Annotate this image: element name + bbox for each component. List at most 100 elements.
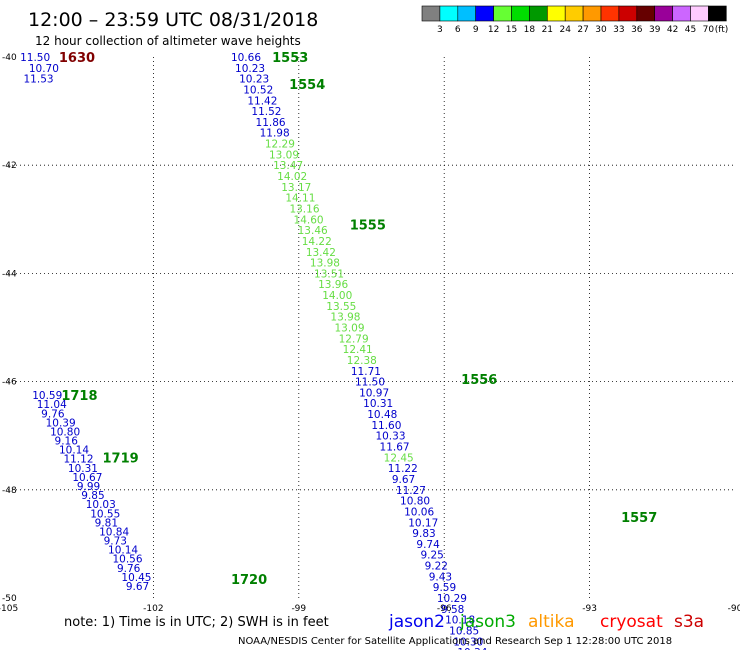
swh-value: 10.59 bbox=[32, 390, 62, 402]
swh-value: 14.11 bbox=[285, 193, 315, 205]
swh-value: 13.98 bbox=[310, 258, 340, 270]
swh-value: 9.43 bbox=[429, 571, 452, 583]
legend-label: 45 bbox=[685, 25, 696, 35]
legend-label: 3 bbox=[437, 25, 443, 35]
swh-value: 9.58 bbox=[441, 604, 464, 616]
legend-swatch bbox=[457, 5, 476, 22]
x-tick-label: -96 bbox=[437, 604, 452, 614]
swh-value: 13.17 bbox=[281, 182, 311, 194]
chart-subtitle: 12 hour collection of altimeter wave hei… bbox=[35, 34, 301, 48]
swh-value: 13.09 bbox=[334, 323, 364, 335]
time-label: 1720 bbox=[231, 573, 267, 588]
y-tick-label: -44 bbox=[2, 269, 17, 279]
time-label: 1630 bbox=[59, 51, 95, 66]
legend-label: 6 bbox=[455, 25, 461, 35]
color-legend: 3 6 9 12 15 18 21 24 27 30 33 36 39 42 45 70 (ft) bbox=[421, 5, 728, 35]
satellite-legend: jason2 jason3 altika cryosat s3a bbox=[388, 612, 704, 632]
y-tick-label: -46 bbox=[2, 378, 17, 388]
swh-value: 13.09 bbox=[269, 149, 299, 161]
legend-swatch bbox=[564, 5, 584, 22]
y-tick-label: -42 bbox=[2, 161, 17, 171]
legend-label: 21 bbox=[542, 25, 553, 35]
swh-value: 10.03 bbox=[86, 499, 116, 511]
swh-value: 10.66 bbox=[231, 52, 261, 64]
legend-label: 9 bbox=[473, 25, 479, 35]
swh-value: 10.23 bbox=[239, 74, 269, 86]
swh-value: 10.55 bbox=[90, 508, 120, 520]
legend-swatch bbox=[439, 5, 459, 22]
legend-swatch bbox=[421, 5, 441, 22]
swh-value: 13.46 bbox=[298, 225, 328, 237]
swh-value: 10.18 bbox=[445, 615, 475, 627]
chart-title: 12:00 – 23:59 UTC 08/31/2018 bbox=[28, 9, 318, 31]
satellite-label: jason2 bbox=[388, 612, 445, 632]
swh-value: 10.17 bbox=[408, 517, 438, 529]
swh-value: 13.16 bbox=[289, 203, 319, 215]
swh-value: 14.22 bbox=[302, 236, 332, 248]
legend-swatch bbox=[582, 5, 602, 22]
time-label: 1554 bbox=[289, 78, 325, 93]
swh-value: 9.76 bbox=[117, 563, 141, 575]
swh-value: 11.50 bbox=[20, 52, 50, 64]
time-label: 1555 bbox=[350, 219, 386, 234]
swh-value: 11.50 bbox=[355, 377, 385, 389]
x-tick-label: -90 bbox=[728, 604, 740, 614]
swh-value: 12.41 bbox=[343, 344, 373, 356]
legend-swatch bbox=[618, 5, 638, 22]
swh-value: 10.06 bbox=[404, 506, 434, 518]
swh-value: 10.67 bbox=[72, 472, 102, 484]
track-1718-1720: 10.5911.049.7610.3910.809.1610.1411.1210… bbox=[32, 390, 151, 593]
legend-swatch bbox=[529, 5, 548, 22]
time-labels: 1630 1553 1554 1555 1556 1557 1718 1719 1720 bbox=[59, 51, 657, 588]
swh-value: 10.31 bbox=[363, 398, 393, 410]
legend-swatch bbox=[654, 5, 673, 22]
swh-value: 10.23 bbox=[235, 63, 265, 75]
legend-swatch bbox=[600, 5, 620, 22]
swh-value: 11.42 bbox=[247, 95, 277, 107]
y-tick-label: -48 bbox=[2, 486, 17, 496]
swh-value: 11.60 bbox=[371, 420, 401, 432]
satellite-label: jason3 bbox=[459, 612, 516, 632]
swh-value: 11.22 bbox=[388, 463, 418, 475]
swh-value: 10.56 bbox=[112, 554, 142, 566]
legend-label: 33 bbox=[613, 25, 624, 35]
swh-value: 13.51 bbox=[314, 268, 344, 280]
swh-value: 9.22 bbox=[425, 561, 448, 573]
swh-value: 14.60 bbox=[294, 214, 324, 226]
x-tick-label: -102 bbox=[143, 604, 163, 614]
swh-value: 11.12 bbox=[63, 454, 93, 466]
legend-label: 39 bbox=[649, 25, 661, 35]
footer-note: note: 1) Time is in UTC; 2) SWH is in fe… bbox=[64, 615, 329, 630]
legend-label: 18 bbox=[524, 25, 536, 35]
swh-value: 9.25 bbox=[420, 550, 443, 562]
swh-value: 10.30 bbox=[453, 636, 483, 648]
time-label: 1718 bbox=[61, 389, 97, 404]
legend-label: 30 bbox=[595, 25, 607, 35]
swh-value: 9.81 bbox=[95, 517, 118, 529]
swh-value: 10.14 bbox=[108, 545, 138, 557]
swh-value: 10.48 bbox=[367, 409, 397, 421]
swh-value: 14.02 bbox=[277, 171, 307, 183]
swh-value: 9.76 bbox=[41, 408, 65, 420]
legend-label: 12 bbox=[488, 25, 499, 35]
legend-swatch bbox=[708, 5, 727, 22]
track-1554-1556: 12.2913.0913.4714.0213.1714.1113.1614.60… bbox=[265, 139, 488, 650]
swh-value: 9.67 bbox=[392, 474, 415, 486]
swh-value: 11.52 bbox=[251, 106, 281, 118]
swh-value: 9.73 bbox=[104, 536, 127, 548]
swh-value: 13.55 bbox=[326, 301, 356, 313]
legend-swatch bbox=[636, 5, 655, 22]
swh-value: 9.16 bbox=[55, 436, 79, 448]
swh-value: 12.45 bbox=[384, 452, 414, 464]
swh-value: 12.29 bbox=[265, 139, 295, 151]
legend-swatch bbox=[493, 5, 512, 22]
swh-value: 10.34 bbox=[457, 647, 487, 650]
swh-value: 13.96 bbox=[318, 279, 348, 291]
swh-value: 10.80 bbox=[50, 426, 80, 438]
time-label: 1556 bbox=[461, 373, 497, 388]
axis-ticks: -105 -102 -99 -96 -93 -90 -40 -42 -44 -46 -48 -50 bbox=[0, 53, 740, 614]
